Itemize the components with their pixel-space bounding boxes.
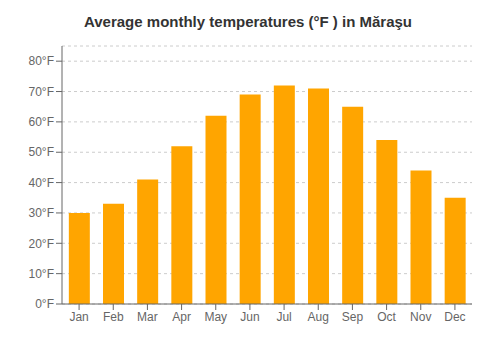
svg-text:Sep: Sep	[342, 310, 364, 324]
svg-text:50°F: 50°F	[29, 145, 54, 159]
svg-text:20°F: 20°F	[29, 237, 54, 251]
html-text:Average monthly temperatures (: Average monthly temperatures (°F ) in Mă…	[84, 13, 412, 30]
svg-text:Feb: Feb	[103, 310, 124, 324]
svg-text:Aug: Aug	[308, 310, 329, 324]
svg-text:Apr: Apr	[172, 310, 191, 324]
svg-text:0°F: 0°F	[35, 297, 54, 311]
svg-text:40°F: 40°F	[29, 176, 54, 190]
svg-text:Jun: Jun	[240, 310, 259, 324]
svg-text:Oct: Oct	[377, 310, 396, 324]
svg-text:Dec: Dec	[444, 310, 465, 324]
svg-text:Jan: Jan	[69, 310, 88, 324]
svg-text:May: May	[204, 310, 227, 324]
svg-text:30°F: 30°F	[29, 206, 54, 220]
svg-text:Nov: Nov	[410, 310, 431, 324]
svg-text:80°F: 80°F	[29, 54, 54, 68]
svg-text:60°F: 60°F	[29, 115, 54, 129]
svg-text:10°F: 10°F	[29, 267, 54, 281]
svg-text:Mar: Mar	[137, 310, 158, 324]
svg-text:70°F: 70°F	[29, 85, 54, 99]
svg-text:Jul: Jul	[276, 310, 291, 324]
